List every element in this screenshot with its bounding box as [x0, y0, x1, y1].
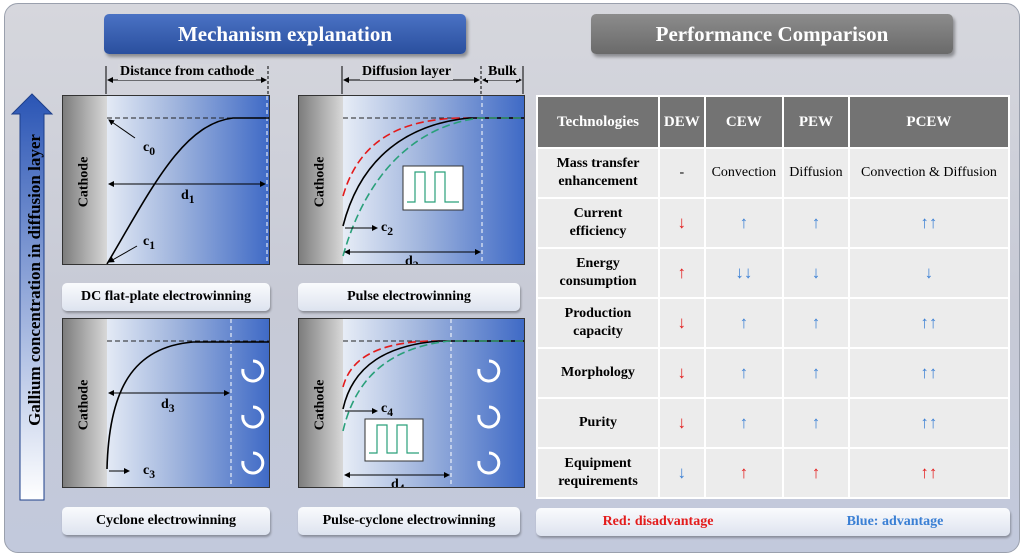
caption-dc: DC flat-plate electrowinning	[62, 283, 270, 311]
diffusion-label: Diffusion layer	[360, 64, 454, 80]
concentration-arrow	[10, 93, 54, 501]
panel-dc-flat-plate: Cathode c0 c1 d1	[62, 95, 270, 265]
distance-label: Distance from cathode	[118, 64, 257, 80]
table-cell: ↑↑	[847, 347, 1011, 399]
performance-header: Performance Comparison	[591, 14, 953, 54]
row-label-line: Mass transfer	[556, 155, 640, 171]
label-d1: d1	[181, 188, 195, 206]
legend-blue: Blue: advantage	[846, 514, 944, 529]
row-label-line: Current	[573, 205, 623, 221]
row-label: Mass transfer enhancement	[536, 147, 660, 199]
cathode-label: Cathode	[76, 156, 92, 208]
row-label-line: Morphology	[561, 364, 635, 380]
table-cell: ↓	[658, 297, 706, 349]
table-row: Energy consumption ↑ ↓↓ ↓ ↓	[536, 247, 1011, 299]
table-cell: Convection	[703, 147, 785, 199]
table-cell: ↓	[658, 197, 706, 249]
table-row: Morphology ↓ ↑ ↑ ↑↑	[536, 347, 1011, 399]
table-cell: ↓	[658, 347, 706, 399]
table-cell: Convection & Diffusion	[847, 147, 1011, 199]
table-cell: Diffusion	[782, 147, 850, 199]
table-cell: ↑↑	[847, 447, 1011, 499]
row-label-line: Energy	[576, 255, 620, 271]
table-cell: ↑↑	[847, 397, 1011, 449]
table-cell: ↓	[658, 397, 706, 449]
row-label-line: enhancement	[558, 174, 638, 189]
header-cew: CEW	[703, 95, 785, 149]
panel-pulse: Cathode c2 d2	[298, 95, 525, 265]
bulk-label: Bulk	[486, 64, 519, 80]
label-c3: c3	[143, 463, 156, 481]
row-label-line: Equipment	[564, 455, 632, 471]
table-row: Purity ↓ ↑ ↑ ↑↑	[536, 397, 1011, 449]
panel-pulse-graphic	[299, 96, 524, 264]
label-c4: c4	[381, 401, 394, 419]
table-cell: ↑	[703, 397, 785, 449]
panel-pulse-cyclone-graphic	[299, 319, 524, 487]
legend: Red: disadvantage Blue: advantage	[536, 508, 1010, 536]
label-c0: c0	[143, 140, 156, 158]
table-cell: ↑	[782, 397, 850, 449]
dimension-lines	[105, 66, 524, 94]
row-label: Morphology	[536, 347, 660, 399]
label-c1: c1	[143, 234, 156, 252]
table-cell: -	[658, 147, 706, 199]
row-label: Equipment requirements	[536, 447, 660, 499]
legend-red: Red: disadvantage	[602, 514, 714, 529]
panel-dc-graphic	[63, 96, 269, 264]
cathode-label: Cathode	[76, 379, 92, 431]
table-row: Current efficiency ↓ ↑ ↑ ↑↑	[536, 197, 1011, 249]
table-cell: ↓	[847, 247, 1011, 299]
table-cell: ↓	[782, 247, 850, 299]
panel-cyclone-graphic	[63, 319, 269, 487]
table-cell: ↑	[703, 197, 785, 249]
table-cell: ↑	[703, 297, 785, 349]
table-cell: ↑	[782, 347, 850, 399]
label-d3: d3	[161, 397, 175, 415]
table-cell: ↑↑	[847, 297, 1011, 349]
row-label: Purity	[536, 397, 660, 449]
table-cell: ↓↓	[703, 247, 785, 299]
row-label-line: Purity	[578, 414, 618, 430]
row-label-line: Production	[564, 305, 632, 321]
label-c2: c2	[381, 220, 394, 238]
performance-table: Technologies DEW CEW PEW PCEW Mass trans…	[536, 95, 1011, 499]
panel-cyclone: Cathode c3 d3	[62, 318, 270, 488]
row-label-line: consumption	[559, 274, 637, 289]
table-cell: ↑	[782, 447, 850, 499]
header-technologies: Technologies	[536, 95, 660, 149]
label-d4: d4	[391, 477, 405, 488]
header-pcew: PCEW	[847, 95, 1011, 149]
label-d2: d2	[405, 254, 419, 265]
table-cell: ↓	[658, 447, 706, 499]
cathode-label: Cathode	[312, 156, 328, 208]
table-row: Production capacity ↓ ↑ ↑ ↑↑	[536, 297, 1011, 349]
caption-pulse-cyclone: Pulse-cyclone electrowinning	[298, 507, 520, 535]
table-header-row: Technologies DEW CEW PEW PCEW	[536, 95, 1011, 149]
row-label: Current efficiency	[536, 197, 660, 249]
mechanism-header: Mechanism explanation	[104, 14, 466, 54]
table-body: Mass transfer enhancement - Convection Diffu…	[536, 147, 1011, 499]
table-cell: ↑	[658, 247, 706, 299]
caption-pulse: Pulse electrowinning	[298, 283, 520, 311]
header-dew: DEW	[658, 95, 706, 149]
row-label-line: requirements	[558, 474, 638, 489]
table-cell: ↑	[703, 447, 785, 499]
table-row: Equipment requirements ↓ ↑ ↑ ↑↑	[536, 447, 1011, 499]
panel-pulse-cyclone: Cathode c4 d4	[298, 318, 525, 488]
table-cell: ↑	[782, 297, 850, 349]
row-label: Production capacity	[536, 297, 660, 349]
y-axis-label: Gallium concentration in diffusion layer	[25, 134, 44, 426]
table-row: Mass transfer enhancement - Convection Diffu…	[536, 147, 1011, 199]
row-label-line: efficiency	[569, 224, 627, 239]
row-label: Energy consumption	[536, 247, 660, 299]
table-cell: ↑	[782, 197, 850, 249]
caption-cyclone: Cyclone electrowinning	[62, 507, 270, 535]
header-pew: PEW	[782, 95, 850, 149]
cathode-label: Cathode	[312, 379, 328, 431]
row-label-line: capacity	[573, 324, 623, 339]
table-cell: ↑↑	[847, 197, 1011, 249]
table-cell: ↑	[703, 347, 785, 399]
